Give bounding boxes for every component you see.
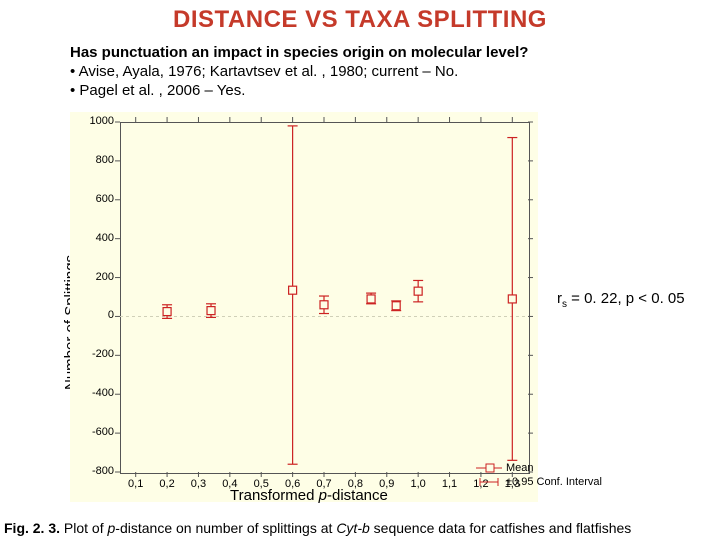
x-axis-label: Transformed p-distance (230, 487, 388, 504)
ytick-label: 800 (80, 154, 114, 166)
xtick-label: 0,1 (124, 478, 148, 490)
ytick-label: -200 (80, 348, 114, 360)
question-text: Has punctuation an impact in species ori… (70, 44, 528, 63)
ytick-label: 1000 (80, 115, 114, 127)
figure-caption: Fig. 2. 3. Plot of p-distance on number … (4, 520, 631, 536)
xlabel-prefix: Transformed (230, 487, 319, 504)
caption-i2: Cyt-b (336, 520, 369, 536)
caption-p3: sequence data for catfishes and flatfish… (370, 520, 632, 536)
ytick-label: 200 (80, 271, 114, 283)
xtick-label: 0,2 (155, 478, 179, 490)
caption-fig: Fig. 2. 3. (4, 520, 64, 536)
xtick-label: 1,1 (438, 478, 462, 490)
legend-mean: Mean (476, 462, 602, 474)
stat-rest: = 0. 22, p < 0. 05 (567, 290, 685, 307)
ytick-label: -600 (80, 426, 114, 438)
ytick-label: -800 (80, 465, 114, 477)
chart-svg (70, 112, 538, 502)
chart-region: -800 -600 -400 -200 0 200 400 600 800 1000 0,1 0,2 0… (70, 112, 538, 502)
legend-ci: ±0,95 Conf. Interval (476, 476, 602, 488)
caption-p2: -distance on number of splittings at (115, 520, 336, 536)
ytick-label: 0 (80, 309, 114, 321)
chart-legend: Mean ±0,95 Conf. Interval (476, 462, 602, 490)
stat-annotation: rs = 0. 22, p < 0. 05 (557, 290, 685, 310)
slide: DISTANCE VS TAXA SPLITTING Has punctuati… (0, 0, 720, 540)
xlabel-italic: p (319, 487, 327, 504)
ytick-label: 600 (80, 193, 114, 205)
bullet-1: • Avise, Ayala, 1976; Kartavtsev et al. … (70, 63, 528, 82)
caption-p1: Plot of (64, 520, 108, 536)
xlabel-suffix: -distance (327, 487, 388, 504)
ytick-label: 400 (80, 232, 114, 244)
question-block: Has punctuation an impact in species ori… (70, 44, 528, 100)
slide-title: DISTANCE VS TAXA SPLITTING (0, 6, 720, 34)
xtick-label: 1,0 (406, 478, 430, 490)
bullet-2: • Pagel et al. , 2006 – Yes. (70, 82, 528, 101)
ytick-label: -400 (80, 387, 114, 399)
xtick-label: 0,3 (186, 478, 210, 490)
